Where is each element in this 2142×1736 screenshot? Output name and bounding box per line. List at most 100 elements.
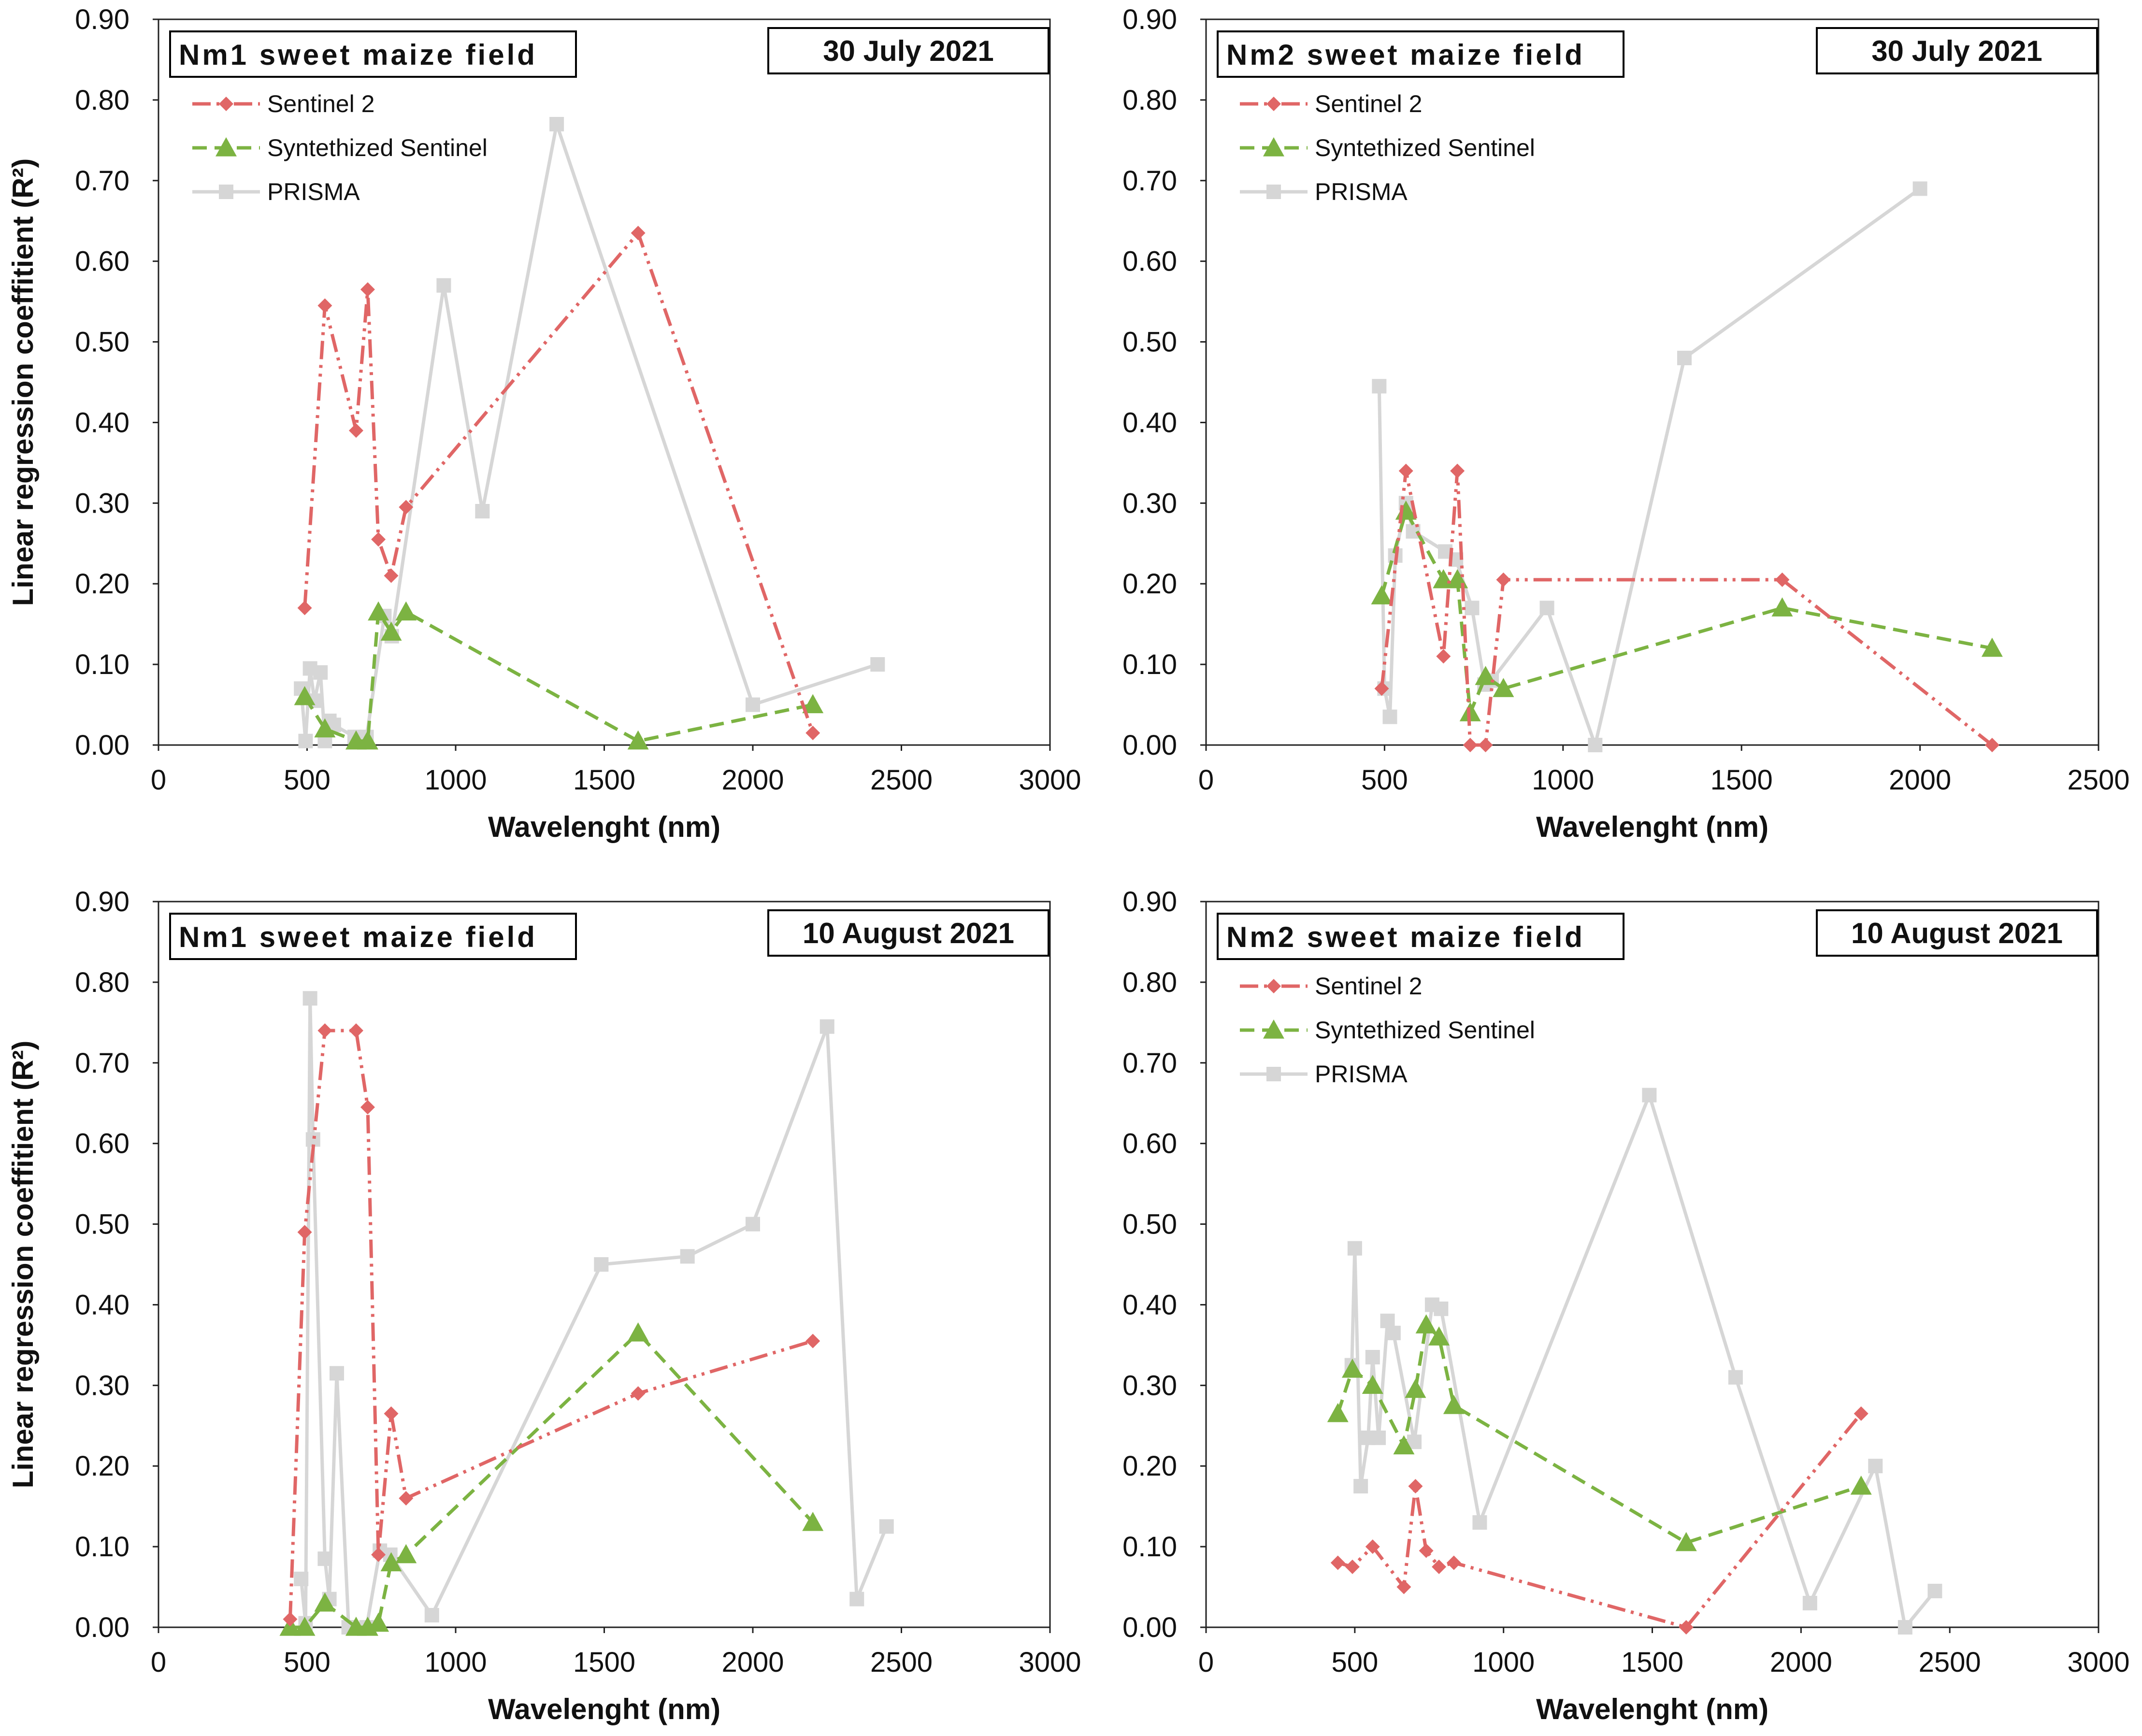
panel-date-box: 10 August 2021 [1816, 909, 2098, 957]
y-tick-label: 0.00 [75, 730, 129, 761]
x-tick-label: 0 [151, 764, 166, 796]
panel-date-box: 30 July 2021 [767, 27, 1049, 74]
data-point [1642, 1088, 1657, 1103]
data-point [1371, 585, 1393, 604]
data-point [283, 1612, 298, 1627]
panel-date-box: 10 August 2021 [767, 909, 1049, 957]
y-tick-label: 0.50 [1122, 1209, 1177, 1240]
data-point [627, 1322, 649, 1342]
legend-marker [1266, 185, 1281, 199]
x-axis-title: Wavelenght (nm) [488, 1693, 720, 1725]
data-point [1396, 1579, 1411, 1594]
y-tick-label: 0.80 [75, 967, 129, 998]
y-tick-label: 0.30 [75, 488, 129, 519]
data-point [1386, 1325, 1401, 1340]
y-tick-label: 0.80 [75, 85, 129, 116]
data-point [368, 601, 389, 621]
data-point [294, 1571, 309, 1586]
data-point [317, 1023, 332, 1038]
chart-panel-2: 0.00 0.10 0.20 0.30 0.40 0.50 0.60 0.70 0.80 0.90… [1122, 4, 2129, 843]
data-point [802, 694, 824, 714]
data-point [1432, 1559, 1447, 1574]
data-point [384, 568, 399, 583]
x-tick-label: 3000 [1019, 1647, 1081, 1678]
data-point [1374, 681, 1389, 696]
data-point [819, 1019, 834, 1034]
chart-panel-4: 0.00 0.10 0.20 0.30 0.40 0.50 0.60 0.70 0.80 0.90… [1122, 886, 2129, 1725]
series-line [299, 996, 889, 1629]
panel-title: Nm2 sweet maize field [1226, 39, 1585, 71]
y-tick-label: 0.20 [1122, 568, 1177, 600]
x-axis-title: Wavelenght (nm) [488, 811, 720, 843]
y-tick-label: 0.30 [1122, 1370, 1177, 1401]
y-tick-label: 0.90 [75, 4, 129, 35]
legend-label: Sentinel 2 [1315, 973, 1422, 1000]
legend-label: PRISMA [1315, 178, 1408, 205]
data-point [314, 718, 336, 738]
series-prisma [294, 116, 885, 748]
x-tick-label: 500 [1361, 764, 1408, 796]
legend-marker [219, 185, 233, 199]
data-point [1347, 1241, 1362, 1256]
panel-title-box: Nm1 sweet maize field [169, 913, 577, 960]
y-tick-label: 0.60 [1122, 246, 1177, 277]
data-point [1419, 1543, 1434, 1558]
y-tick-label: 0.50 [75, 327, 129, 358]
data-point [399, 1491, 414, 1506]
legend-marker [1263, 1019, 1284, 1039]
y-tick-label: 0.50 [75, 1209, 129, 1240]
y-tick-label: 0.70 [1122, 165, 1177, 197]
panel-title-frame [1217, 30, 1624, 78]
legend-label: PRISMA [1315, 1061, 1408, 1088]
y-tick-label: 0.80 [1122, 967, 1177, 998]
data-point [313, 665, 328, 680]
series-prisma [294, 991, 894, 1635]
data-point [371, 1547, 386, 1562]
panel-date-frame [1816, 27, 2098, 74]
series-line [290, 1331, 814, 1629]
data-point [1393, 1435, 1415, 1455]
data-point [368, 1612, 389, 1632]
y-tick-label: 0.40 [1122, 407, 1177, 438]
data-point [1771, 597, 1793, 617]
data-point [849, 1592, 864, 1607]
data-point [1463, 738, 1478, 752]
data-point [1927, 1583, 1942, 1598]
data-point [384, 1406, 399, 1421]
data-point [360, 282, 375, 297]
panel-date-frame [767, 27, 1049, 74]
data-point [305, 1132, 320, 1147]
y-tick-label: 0.90 [1122, 4, 1177, 35]
data-point [317, 1551, 332, 1566]
data-point [1465, 601, 1480, 616]
data-point [879, 1519, 894, 1534]
y-tick-label: 0.40 [75, 1289, 129, 1320]
x-axis-title: Wavelenght (nm) [1536, 811, 1768, 843]
panel-date: 30 July 2021 [1871, 35, 2042, 67]
data-point [805, 1334, 820, 1349]
panel-title-frame [169, 30, 577, 78]
panel-title-box: Nm2 sweet maize field [1217, 913, 1624, 960]
data-point [1478, 738, 1493, 752]
x-tick-label: 2000 [721, 764, 784, 796]
data-point [371, 532, 386, 547]
legend-label: Syntethized Sentinel [1315, 1017, 1535, 1044]
data-point [294, 686, 316, 705]
data-point [1405, 1378, 1426, 1398]
data-point [357, 730, 378, 750]
x-tick-label: 500 [1331, 1647, 1378, 1678]
data-point [1675, 1532, 1697, 1551]
panel-title: Nm2 sweet maize field [1226, 921, 1585, 953]
x-tick-label: 500 [284, 1647, 331, 1678]
data-point [802, 1512, 824, 1531]
data-point [436, 278, 451, 293]
legend-marker [1263, 137, 1284, 157]
x-tick-label: 1500 [573, 1647, 635, 1678]
data-point [1984, 738, 1999, 752]
data-point [294, 1617, 316, 1636]
x-tick-label: 1500 [1621, 1647, 1683, 1678]
panel-title: Nm1 sweet maize field [179, 39, 537, 71]
series-line [1337, 1412, 1863, 1629]
x-tick-label: 0 [151, 1647, 166, 1678]
data-point [1365, 1349, 1380, 1364]
